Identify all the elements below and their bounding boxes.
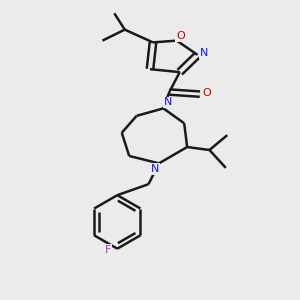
- Text: N: N: [151, 164, 160, 174]
- Text: N: N: [200, 48, 208, 59]
- Text: O: O: [202, 88, 211, 98]
- Text: N: N: [164, 98, 172, 107]
- Text: F: F: [105, 245, 112, 255]
- Text: O: O: [176, 31, 185, 41]
